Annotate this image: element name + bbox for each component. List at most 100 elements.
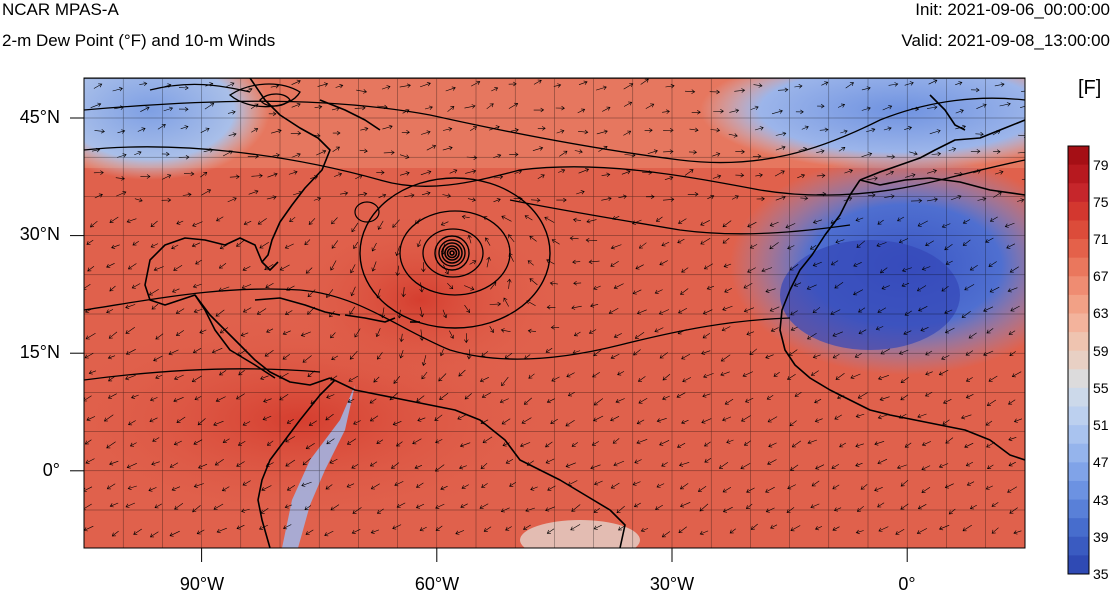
wind-arrow bbox=[1018, 133, 1025, 138]
wind-arrow bbox=[195, 259, 202, 265]
wind-arrow bbox=[735, 149, 745, 154]
wind-arrow bbox=[661, 531, 671, 538]
wind-arrow bbox=[960, 414, 972, 420]
wind-arrow bbox=[655, 504, 663, 510]
wind-arrow bbox=[505, 526, 512, 531]
wind-arrow bbox=[726, 439, 734, 444]
wind-arrow bbox=[330, 504, 340, 511]
wind-arrow bbox=[85, 308, 93, 313]
wind-arrow bbox=[176, 416, 186, 423]
wind-arrow bbox=[106, 483, 116, 490]
wind-arrow bbox=[241, 284, 252, 289]
wind-arrow bbox=[396, 441, 403, 447]
wind-arrow bbox=[765, 507, 775, 513]
wind-arrow bbox=[421, 371, 428, 380]
wind-arrow bbox=[399, 83, 411, 88]
wind-arrow bbox=[753, 83, 763, 88]
wind-arrow bbox=[283, 524, 292, 530]
wind-arrow bbox=[742, 371, 754, 377]
wind-arrow bbox=[421, 130, 431, 135]
colorbar-swatch bbox=[1068, 499, 1089, 519]
wind-arrow bbox=[267, 172, 278, 178]
wind-arrow bbox=[376, 352, 383, 360]
wind-arrow bbox=[986, 442, 995, 448]
wind-arrow bbox=[471, 80, 481, 87]
wind-arrow bbox=[679, 483, 689, 490]
wind-arrow bbox=[325, 413, 334, 421]
wind-arrow bbox=[724, 398, 734, 405]
wind-arrow bbox=[840, 129, 848, 134]
wind-arrow bbox=[111, 530, 119, 537]
wind-arrow bbox=[855, 413, 865, 418]
wind-arrow bbox=[464, 393, 472, 400]
wind-arrow bbox=[461, 214, 470, 220]
wind-arrow bbox=[676, 392, 686, 398]
wind-arrow bbox=[265, 282, 274, 289]
wind-arrow bbox=[533, 107, 545, 113]
wind-arrow bbox=[571, 504, 581, 512]
wind-arrow bbox=[125, 502, 136, 508]
wind-arrow bbox=[640, 78, 649, 85]
wind-arrow bbox=[787, 484, 796, 490]
wind-arrow bbox=[415, 218, 421, 224]
wind-arrow bbox=[767, 416, 778, 423]
wind-arrow bbox=[702, 393, 711, 398]
colorbar-swatch bbox=[1068, 294, 1089, 314]
wind-arrow bbox=[236, 461, 245, 467]
lon-tick-label-90w: 90°W bbox=[179, 574, 225, 594]
wind-arrow bbox=[88, 370, 97, 375]
wind-arrow bbox=[107, 355, 116, 360]
wind-arrow bbox=[329, 310, 335, 318]
wind-arrow bbox=[790, 464, 799, 471]
wind-arrow bbox=[236, 393, 245, 400]
wind-arrow bbox=[687, 192, 699, 197]
wind-arrow bbox=[500, 507, 510, 513]
colorbar-label: 79 bbox=[1093, 156, 1109, 173]
wind-arrow bbox=[257, 218, 267, 225]
wind-arrow bbox=[369, 398, 377, 404]
wind-arrow bbox=[229, 174, 240, 180]
wind-arrow bbox=[140, 174, 151, 179]
wind-arrow bbox=[706, 285, 715, 290]
wind-arrow bbox=[148, 289, 159, 296]
wind-arrow bbox=[950, 195, 962, 201]
wind-arrow bbox=[775, 145, 786, 151]
wind-arrow bbox=[154, 503, 162, 509]
wind-arrow bbox=[546, 528, 555, 534]
wind-arrow bbox=[435, 525, 443, 531]
wind-arrow bbox=[302, 458, 311, 466]
wind-arrow bbox=[373, 376, 380, 383]
wind-arrow bbox=[551, 376, 560, 382]
wind-arrow bbox=[821, 81, 829, 86]
wind-arrow bbox=[213, 503, 224, 510]
wind-arrow bbox=[722, 237, 730, 244]
wind-arrow bbox=[900, 503, 909, 510]
wind-arrow bbox=[590, 464, 601, 470]
graticule bbox=[84, 78, 1025, 548]
wind-arrow bbox=[404, 193, 415, 198]
wind-arrow bbox=[898, 413, 907, 419]
wind-arrow bbox=[134, 151, 142, 156]
wind-arrow bbox=[810, 370, 819, 376]
wind-arrow bbox=[227, 197, 237, 203]
wind-arrow bbox=[421, 355, 427, 367]
wind-arrow bbox=[527, 328, 537, 334]
wind-arrow bbox=[684, 89, 696, 94]
wind-arrow bbox=[349, 306, 356, 315]
wind-arrow bbox=[909, 151, 918, 156]
wind-arrow bbox=[741, 415, 751, 422]
wind-arrow bbox=[532, 146, 544, 151]
colorbar-swatch bbox=[1068, 164, 1089, 184]
wind-arrow bbox=[291, 152, 301, 158]
wind-arrow bbox=[565, 462, 576, 468]
wind-arrow bbox=[270, 84, 280, 89]
wind-arrow bbox=[814, 398, 822, 404]
wind-arrow bbox=[219, 244, 228, 250]
wind-arrow bbox=[682, 377, 692, 383]
wind-arrow bbox=[171, 244, 179, 250]
wind-arrow bbox=[929, 129, 941, 135]
wind-arrow bbox=[204, 102, 215, 110]
wind-arrow bbox=[501, 215, 512, 222]
wind-arrow bbox=[976, 103, 987, 109]
